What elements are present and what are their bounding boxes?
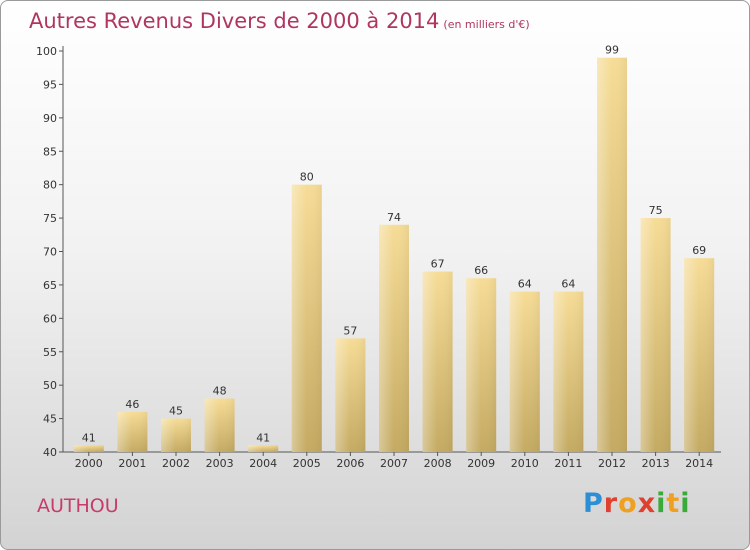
data-label-2010: 64 xyxy=(518,278,532,291)
proxiti-logo: Proxiti xyxy=(583,488,691,519)
data-label-2013: 75 xyxy=(649,204,663,217)
y-tick-label: 45 xyxy=(43,413,57,426)
x-tick-label-2009: 2009 xyxy=(467,457,495,470)
x-tick-label-2011: 2011 xyxy=(554,457,582,470)
x-tick-label-2000: 2000 xyxy=(75,457,103,470)
bar-shine-2003 xyxy=(204,398,235,452)
x-tick-label-2008: 2008 xyxy=(424,457,452,470)
data-label-2001: 46 xyxy=(125,398,139,411)
data-label-2004: 41 xyxy=(256,431,270,444)
x-tick-label-2006: 2006 xyxy=(336,457,364,470)
y-tick-label: 75 xyxy=(43,212,57,225)
bar-shine-2000 xyxy=(73,445,104,452)
x-tick-label-2001: 2001 xyxy=(118,457,146,470)
y-tick-label: 90 xyxy=(43,112,57,125)
bar-shine-2001 xyxy=(117,411,148,452)
data-label-2008: 67 xyxy=(431,258,445,271)
x-tick-label-2012: 2012 xyxy=(598,457,626,470)
x-tick-label-2005: 2005 xyxy=(293,457,321,470)
y-tick-label: 100 xyxy=(36,45,57,58)
data-label-2014: 69 xyxy=(692,244,706,257)
bar-shine-2004 xyxy=(248,445,279,452)
data-label-2000: 41 xyxy=(82,431,96,444)
y-tick-label: 65 xyxy=(43,279,57,292)
y-tick-label: 50 xyxy=(43,379,57,392)
y-tick-label: 70 xyxy=(43,246,57,259)
data-label-2012: 99 xyxy=(605,44,619,57)
x-tick-label-2004: 2004 xyxy=(249,457,277,470)
x-tick-label-2014: 2014 xyxy=(685,457,713,470)
bar-shine-2013 xyxy=(640,218,671,452)
bar-shine-2002 xyxy=(161,418,191,452)
bar-shine-2005 xyxy=(291,184,322,452)
data-label-2003: 48 xyxy=(213,385,227,398)
bar-shine-2008 xyxy=(422,271,453,452)
bar-shine-2007 xyxy=(379,224,409,452)
chart-title: Autres Revenus Divers de 2000 à 2014 (en … xyxy=(29,9,530,33)
y-tick-label: 80 xyxy=(43,179,57,192)
bar-shine-2009 xyxy=(466,278,497,452)
chart-subtitle: (en milliers d'€) xyxy=(443,18,530,31)
x-tick-label-2002: 2002 xyxy=(162,457,190,470)
x-axis: 2000 2001 2002 2003 2004 2005 2006 2007 2008 2009… xyxy=(63,451,721,470)
bar-shine-2006 xyxy=(335,338,366,452)
y-axis: 40 45 50 55 60 65 70 75 80 85 90 95 100 xyxy=(36,45,64,459)
x-tick-label-2013: 2013 xyxy=(642,457,670,470)
y-tick-label: 40 xyxy=(43,446,57,459)
data-label-2011: 64 xyxy=(561,278,575,291)
place-name: AUTHOU xyxy=(37,495,119,517)
x-tick-label-2007: 2007 xyxy=(380,457,408,470)
data-label-2007: 74 xyxy=(387,211,401,224)
x-tick-label-2010: 2010 xyxy=(511,457,539,470)
data-label-2002: 45 xyxy=(169,405,183,418)
bars xyxy=(73,57,715,452)
data-label-2005: 80 xyxy=(300,171,314,184)
y-tick-label: 55 xyxy=(43,346,57,359)
bar-shine-2014 xyxy=(684,258,715,452)
bar-shine-2010 xyxy=(509,291,540,452)
y-tick-label: 85 xyxy=(43,145,57,158)
bar-shine-2012 xyxy=(597,57,627,452)
y-tick-label: 60 xyxy=(43,312,57,325)
x-tick-label-2003: 2003 xyxy=(206,457,234,470)
data-label-2009: 66 xyxy=(474,264,488,277)
data-label-2006: 57 xyxy=(343,324,357,337)
y-tick-label: 95 xyxy=(43,78,57,91)
bar-shine-2011 xyxy=(553,291,584,452)
data-labels: 41 46 45 48 41 80 57 74 67 66 64 64 99 75 69 xyxy=(82,44,706,445)
chart-title-text: Autres Revenus Divers de 2000 à 2014 xyxy=(29,9,440,33)
